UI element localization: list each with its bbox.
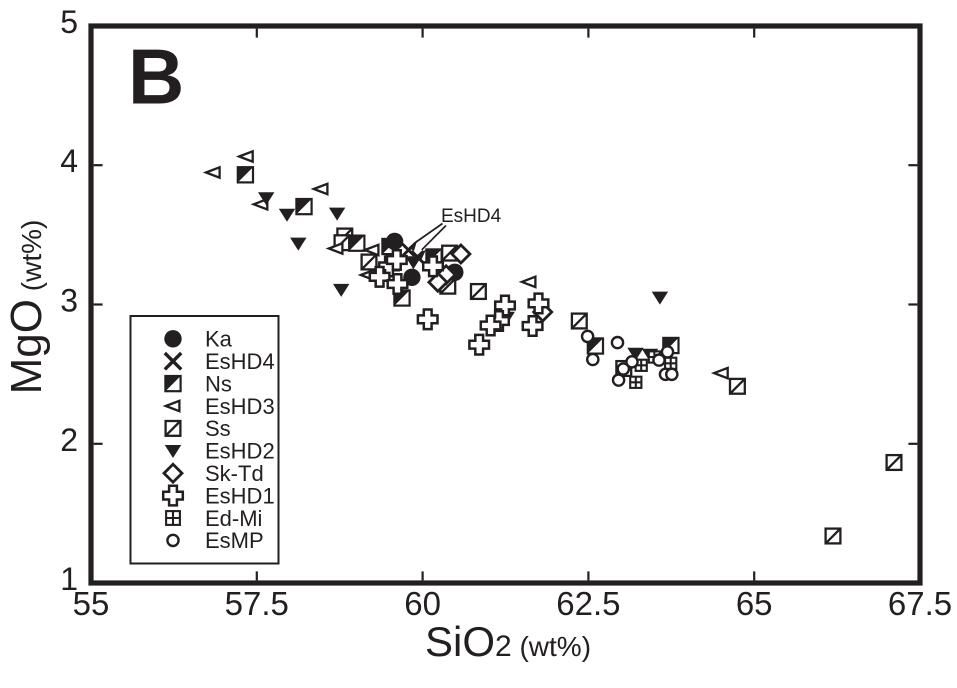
svg-text:65: 65 — [736, 585, 773, 622]
svg-text:3: 3 — [60, 283, 78, 319]
svg-text:60: 60 — [404, 585, 441, 622]
svg-text:B: B — [128, 33, 184, 121]
svg-text:EsHD1: EsHD1 — [205, 483, 275, 508]
svg-text:55: 55 — [73, 585, 110, 622]
svg-text:EsHD4: EsHD4 — [441, 206, 502, 227]
svg-text:Ss: Ss — [205, 416, 231, 441]
svg-text:62.5: 62.5 — [556, 585, 620, 622]
svg-text:5: 5 — [60, 4, 78, 40]
svg-text:1: 1 — [60, 561, 78, 597]
svg-text:2: 2 — [60, 422, 78, 458]
svg-text:EsHD3: EsHD3 — [205, 394, 275, 419]
svg-text:Ed-Mi: Ed-Mi — [205, 506, 262, 531]
svg-text:57.5: 57.5 — [225, 585, 289, 622]
svg-text:EsHD2: EsHD2 — [205, 439, 275, 464]
svg-text:EsMP: EsMP — [205, 528, 264, 553]
svg-text:Sk-Td: Sk-Td — [205, 461, 264, 486]
svg-text:67.5: 67.5 — [888, 585, 952, 622]
svg-text:4: 4 — [60, 143, 78, 179]
svg-text:EsHD4: EsHD4 — [205, 349, 275, 374]
svg-text:Ns: Ns — [205, 371, 232, 396]
svg-text:Ka: Ka — [205, 327, 233, 352]
